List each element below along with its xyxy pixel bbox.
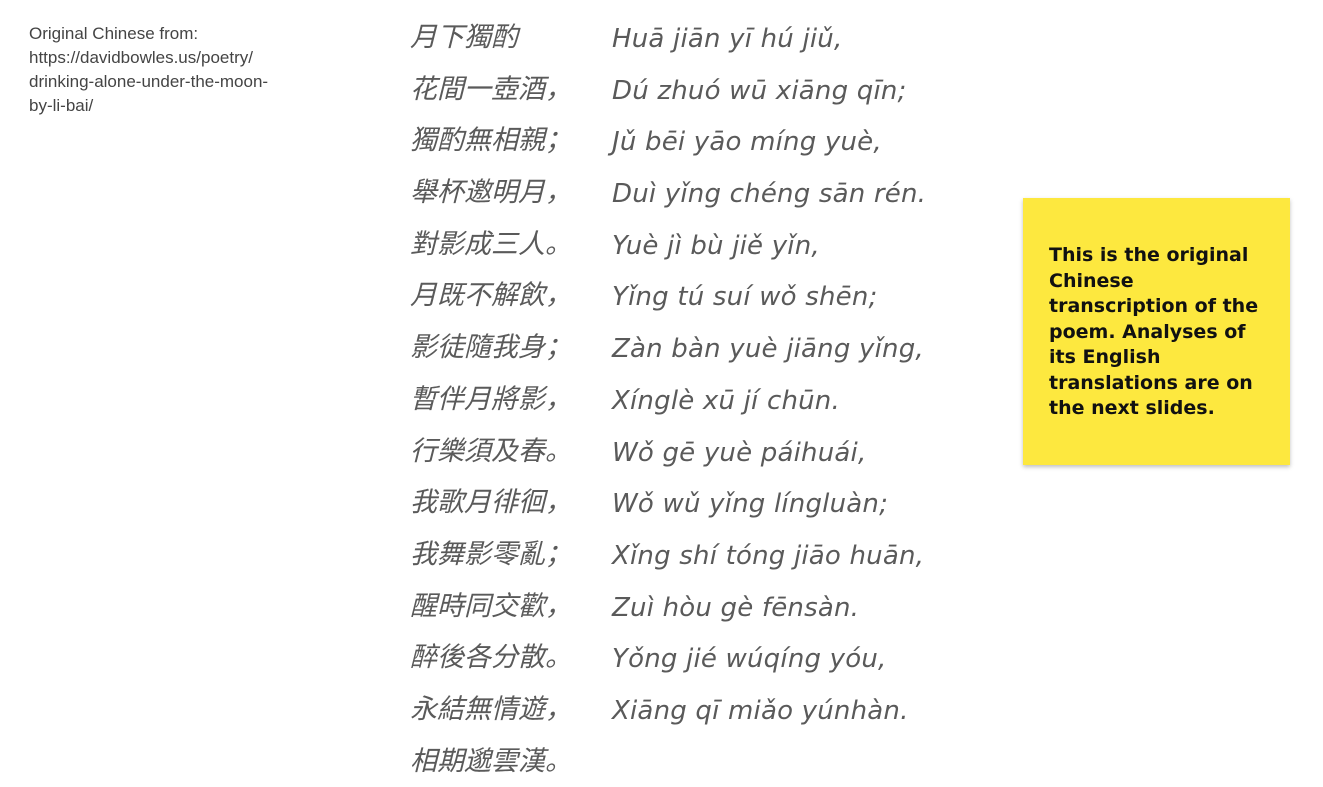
pinyin-poem-line: Yǒng jié wúqíng yóu, [612,644,887,675]
chinese-poem-line: 醉後各分散。 [410,642,572,674]
chinese-poem-line: 獨酌無相親； [410,125,572,157]
pinyin-poem-line: Dú zhuó wū xiāng qīn; [612,75,907,106]
chinese-poem-line: 暫伴月將影， [410,383,572,415]
chinese-poem-line: 行樂須及春。 [410,435,572,467]
pinyin-poem-line: Xǐng shí tóng jiāo huān, [612,540,925,571]
chinese-poem-line: 對影成三人。 [410,228,572,260]
pinyin-poem-line: Jǔ bēi yāo míng yuè, [612,127,882,158]
pinyin-poem-line: Wǒ wǔ yǐng língluàn; [612,489,889,520]
chinese-poem-title: 月下獨酌 [410,22,518,53]
pinyin-poem-line: Xiāng qī miǎo yúnhàn. [612,695,909,726]
pinyin-poem-line: Xínglè xū jí chūn. [612,385,840,416]
chinese-poem-column: 月下獨酌 花間一壺酒， 獨酌無相親； 舉杯邀明月， 對影成三人。 月既不解飲， … [410,12,600,787]
pinyin-poem-line: Huā jiān yī hú jiǔ, [612,24,843,54]
chinese-poem-line: 花間一壺酒， [410,73,572,105]
pinyin-poem-line: Yuè jì bù jiě yǐn, [612,230,820,261]
pinyin-poem-line: Zuì hòu gè fēnsàn. [612,592,860,623]
chinese-poem-line: 舉杯邀明月， [410,177,572,209]
chinese-poem-line: 我舞影零亂； [410,538,572,570]
sticky-note: This is the original Chinese transcripti… [1023,198,1290,465]
pinyin-poem-line: Wǒ gē yuè páihuái, [612,437,867,468]
pinyin-poem-line: Duì yǐng chéng sān rén. [612,179,927,210]
pinyin-poem-column: Huā jiān yī hú jiǔ, Dú zhuó wū xiāng qīn… [612,14,992,738]
pinyin-poem-line: Yǐng tú suí wǒ shēn; [612,282,878,313]
chinese-poem-line: 月既不解飲， [410,280,572,312]
pinyin-poem-line: Zàn bàn yuè jiāng yǐng, [612,334,924,365]
chinese-poem-line: 我歌月徘徊， [410,487,572,519]
chinese-poem-line: 影徒隨我身； [410,332,572,364]
chinese-poem-line: 永結無情遊， [410,693,572,725]
source-note: Original Chinese from: https://davidbowl… [29,24,269,115]
chinese-poem-line: 相期邈雲漢。 [410,745,572,777]
sticky-note-text: This is the original Chinese transcripti… [1049,244,1259,419]
chinese-poem-line: 醒時同交歡， [410,590,572,622]
